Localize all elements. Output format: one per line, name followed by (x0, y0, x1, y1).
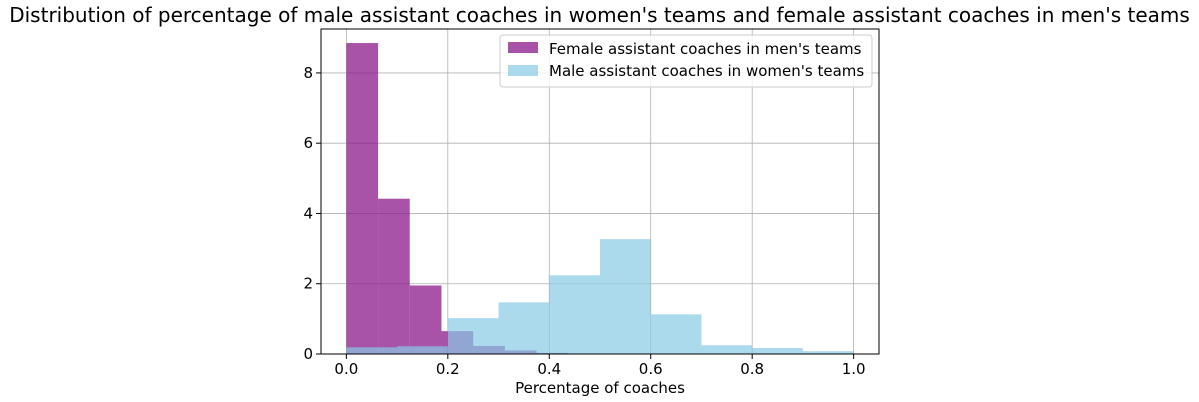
x-tick-label: 1.0 (842, 360, 866, 378)
legend: Female assistant coaches in men's teams … (499, 34, 873, 88)
y-tick-label: 4 (303, 204, 313, 222)
histogram-bar (409, 285, 442, 354)
legend-box (499, 34, 873, 88)
histogram-bar (650, 314, 702, 354)
legend-swatch-male (508, 65, 538, 76)
legend-swatch-female (508, 42, 538, 53)
x-tick-label: 0.4 (537, 360, 561, 378)
legend-label-female: Female assistant coaches in men's teams (549, 40, 862, 58)
x-axis-label: Percentage of coaches (515, 379, 685, 397)
y-tick-label: 8 (303, 64, 313, 82)
histogram-bar (752, 348, 803, 354)
legend-label-male: Male assistant coaches in women's teams (549, 62, 864, 80)
histogram-bar (701, 345, 753, 354)
x-tick-label: 0.0 (334, 360, 358, 378)
histogram-bar (447, 318, 499, 354)
histogram-bar (346, 43, 379, 355)
chart-title: Distribution of percentage of male assis… (9, 3, 1190, 27)
histogram-bar (346, 347, 398, 354)
x-tick-label: 0.6 (639, 360, 663, 378)
axis-ticks: 0.0 0.2 0.4 0.6 0.8 1.0 0 2 4 6 8 (303, 64, 865, 378)
histogram-bar (378, 198, 410, 354)
histogram-bar (397, 346, 448, 354)
y-tick-label: 0 (303, 345, 313, 363)
histogram-bars (346, 43, 854, 355)
plot-frame (320, 28, 880, 355)
y-tick-label: 6 (303, 134, 313, 152)
histogram-bar (498, 302, 550, 354)
y-tick-label: 2 (303, 275, 313, 293)
x-tick-label: 0.8 (740, 360, 764, 378)
histogram-bar (600, 239, 651, 354)
x-tick-label: 0.2 (436, 360, 460, 378)
series-1 (346, 239, 854, 354)
histogram-bar (549, 275, 600, 354)
histogram-bar (802, 351, 854, 354)
